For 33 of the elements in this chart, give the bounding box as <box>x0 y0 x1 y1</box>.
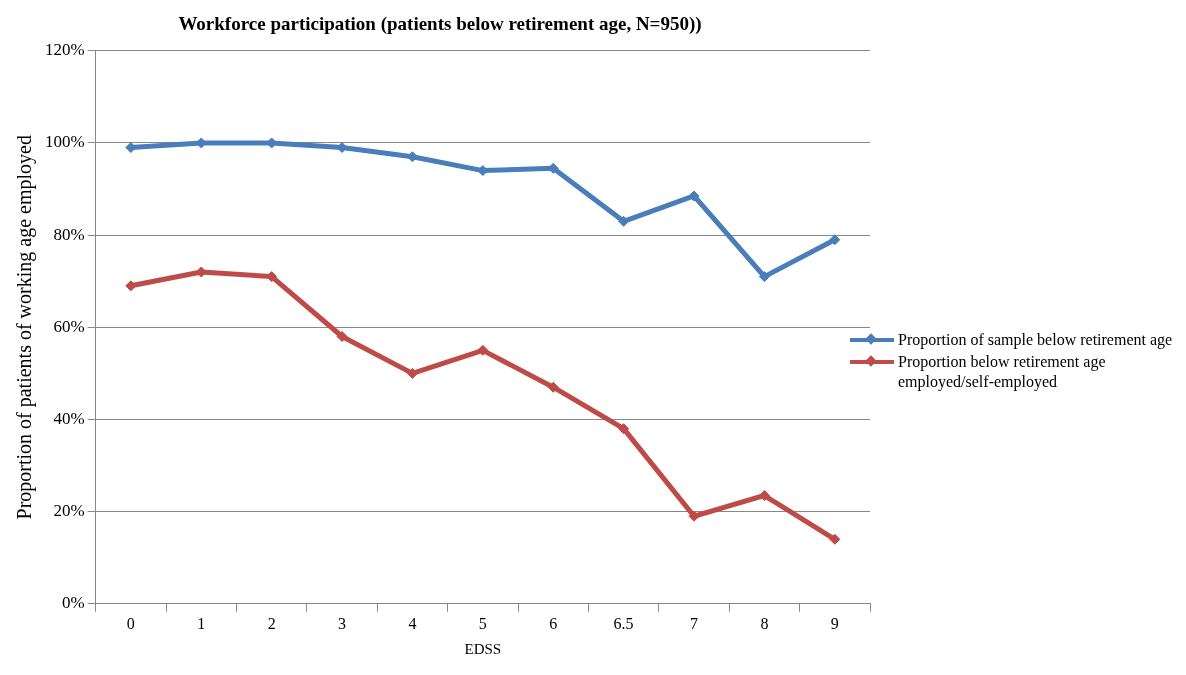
y-tick-label: 120% <box>44 40 85 60</box>
point <box>477 344 489 356</box>
x-tick-label: 9 <box>830 614 839 632</box>
y-tick-label: 60% <box>53 316 85 336</box>
x-tick-label: 3 <box>338 614 347 632</box>
x-tick-label: 6.5 <box>613 614 634 632</box>
point <box>829 533 841 545</box>
point <box>618 423 630 435</box>
point <box>829 234 841 246</box>
point <box>688 510 700 522</box>
x-tick-label: 7 <box>690 614 699 632</box>
x-tick-label: 2 <box>267 614 276 632</box>
x-tick-label: 4 <box>408 614 417 632</box>
point <box>547 381 559 393</box>
x-tick-label: 6 <box>549 614 558 632</box>
point <box>758 271 770 283</box>
y-tick-label: 80% <box>53 224 85 244</box>
x-tick-label: 0 <box>126 614 135 632</box>
y-tick-label: 40% <box>53 408 85 428</box>
x-tick-label: 8 <box>760 614 769 632</box>
legend-label: Proportion below retirement age employed/self-employed <box>898 352 1107 392</box>
point <box>406 367 418 379</box>
y-tick-label: 100% <box>44 132 85 152</box>
chart-title: Workforce participation (patients below retirement age, N=950)) <box>178 13 702 36</box>
y-axis-title: Proportion of patients of working age employed <box>13 135 37 520</box>
point <box>688 190 700 202</box>
x-axis-title: EDSS <box>464 640 502 657</box>
y-tick-label: 0% <box>61 593 85 613</box>
x-tick-label: 1 <box>197 614 206 632</box>
x-tick-label: 5 <box>478 614 487 632</box>
point <box>336 331 348 343</box>
y-tick-label: 20% <box>53 501 85 521</box>
legend-label: Proportion of sample below retirement age <box>898 330 1173 350</box>
